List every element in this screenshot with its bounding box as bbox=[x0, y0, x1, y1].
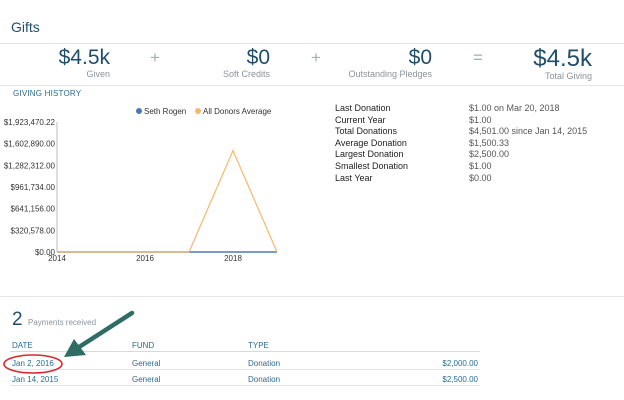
y-tick-label: $1,602,890.00 bbox=[4, 140, 56, 149]
payment-fund: General bbox=[132, 359, 161, 368]
stat-given: $4.5k Given bbox=[40, 46, 110, 80]
stat-value: $4.5k bbox=[533, 45, 592, 72]
summary-row: Last Year $0.00 bbox=[335, 173, 595, 185]
y-tick-label: $1,923,470.22 bbox=[4, 118, 56, 127]
summary-value: $0.00 bbox=[469, 172, 492, 183]
giving-history-chart: $0.00 $320,578.00 $641,156.00 $961,734.00 $1… bbox=[4, 107, 278, 263]
plus-operator: + bbox=[311, 48, 321, 67]
x-tick-label: 2016 bbox=[136, 254, 154, 263]
stat-label: Given bbox=[86, 69, 110, 79]
x-tick-label: 2014 bbox=[48, 254, 66, 263]
equals-operator: = bbox=[473, 48, 483, 67]
summary-value: $1.00 bbox=[469, 160, 492, 171]
payment-type: Donation bbox=[248, 359, 281, 368]
series-line bbox=[57, 149, 278, 253]
summary-label: Largest Donation bbox=[335, 149, 404, 160]
legend-label: Seth Rogen bbox=[144, 107, 186, 116]
summary-row: Smallest Donation $1.00 bbox=[335, 161, 595, 173]
giving-history-heading: GIVING HISTORY bbox=[13, 89, 82, 98]
stat-value: $4.5k bbox=[58, 46, 110, 69]
payment-fund: General bbox=[132, 375, 161, 384]
y-tick-label: $1,282,312.00 bbox=[4, 161, 56, 170]
summary-row: Largest Donation $2,500.00 bbox=[335, 149, 595, 161]
stat-soft-credits: $0 Soft Credits bbox=[200, 46, 270, 80]
stat-label: Outstanding Pledges bbox=[348, 69, 432, 79]
column-header-type[interactable]: TYPE bbox=[248, 341, 269, 350]
legend-label: All Donors Average bbox=[203, 107, 272, 116]
y-tick-label: $320,578.00 bbox=[11, 226, 56, 235]
summary-label: Average Donation bbox=[335, 137, 407, 148]
annotation-circle-icon bbox=[3, 354, 63, 374]
table-row[interactable]: Jan 2, 2016 General Donation $2,000.00 bbox=[10, 356, 480, 370]
column-header-date[interactable]: DATE bbox=[12, 341, 33, 350]
summary-value: $4,501.00 since Jan 14, 2015 bbox=[469, 126, 588, 137]
stat-outstanding-pledges: $0 Outstanding Pledges bbox=[340, 46, 432, 80]
summary-label: Current Year bbox=[335, 114, 386, 125]
payment-date-link[interactable]: Jan 2, 2016 bbox=[12, 359, 54, 368]
summary-row: Total Donations $4,501.00 since Jan 14, 2… bbox=[335, 126, 595, 138]
x-tick-label: 2018 bbox=[224, 254, 242, 263]
summary-row: Average Donation $1,500.33 bbox=[335, 138, 595, 150]
payment-amount: $2,000.00 bbox=[442, 359, 478, 368]
summary-label: Last Year bbox=[335, 172, 373, 183]
y-tick-label: $641,156.00 bbox=[11, 205, 56, 214]
table-header-divider bbox=[10, 351, 480, 352]
payment-date-link[interactable]: Jan 14, 2015 bbox=[12, 375, 59, 384]
legend-marker bbox=[136, 108, 142, 114]
summary-label: Smallest Donation bbox=[335, 160, 409, 171]
plus-operator: + bbox=[150, 48, 160, 67]
table-row[interactable]: Jan 14, 2015 General Donation $2,500.00 bbox=[10, 372, 480, 386]
page-title: Gifts bbox=[11, 19, 40, 35]
summary-value: $2,500.00 bbox=[469, 149, 510, 160]
annotation-arrow-icon bbox=[64, 310, 135, 357]
summary-row: Current Year $1.00 bbox=[335, 115, 595, 127]
summary-value: $1.00 bbox=[469, 114, 492, 125]
summary-value: $1,500.33 bbox=[469, 137, 510, 148]
payment-type: Donation bbox=[248, 375, 281, 384]
giving-summary: Last Donation $1.00 on Mar 20, 2018 Curre… bbox=[335, 103, 595, 184]
stat-label: Soft Credits bbox=[222, 69, 270, 79]
stat-total-giving: $4.5k Total Giving bbox=[520, 46, 592, 82]
payments-count-label: Payments received bbox=[28, 318, 97, 327]
column-header-fund[interactable]: FUND bbox=[132, 341, 155, 350]
history-divider bbox=[0, 296, 624, 297]
header-divider bbox=[0, 43, 624, 44]
summary-label: Last Donation bbox=[335, 103, 391, 113]
payment-amount: $2,500.00 bbox=[442, 375, 478, 384]
summary-label: Total Donations bbox=[335, 126, 398, 137]
stat-value: $0 bbox=[246, 46, 270, 69]
legend-marker bbox=[195, 108, 201, 114]
payments-count: 2 bbox=[12, 309, 23, 330]
y-tick-label: $0.00 bbox=[35, 248, 56, 257]
stat-label: Total Giving bbox=[544, 71, 592, 81]
summary-value: $1.00 on Mar 20, 2018 bbox=[469, 103, 560, 113]
summary-row: Last Donation $1.00 on Mar 20, 2018 bbox=[335, 103, 595, 115]
stats-divider bbox=[0, 85, 624, 86]
y-tick-label: $961,734.00 bbox=[11, 183, 56, 192]
stat-value: $0 bbox=[408, 46, 432, 69]
